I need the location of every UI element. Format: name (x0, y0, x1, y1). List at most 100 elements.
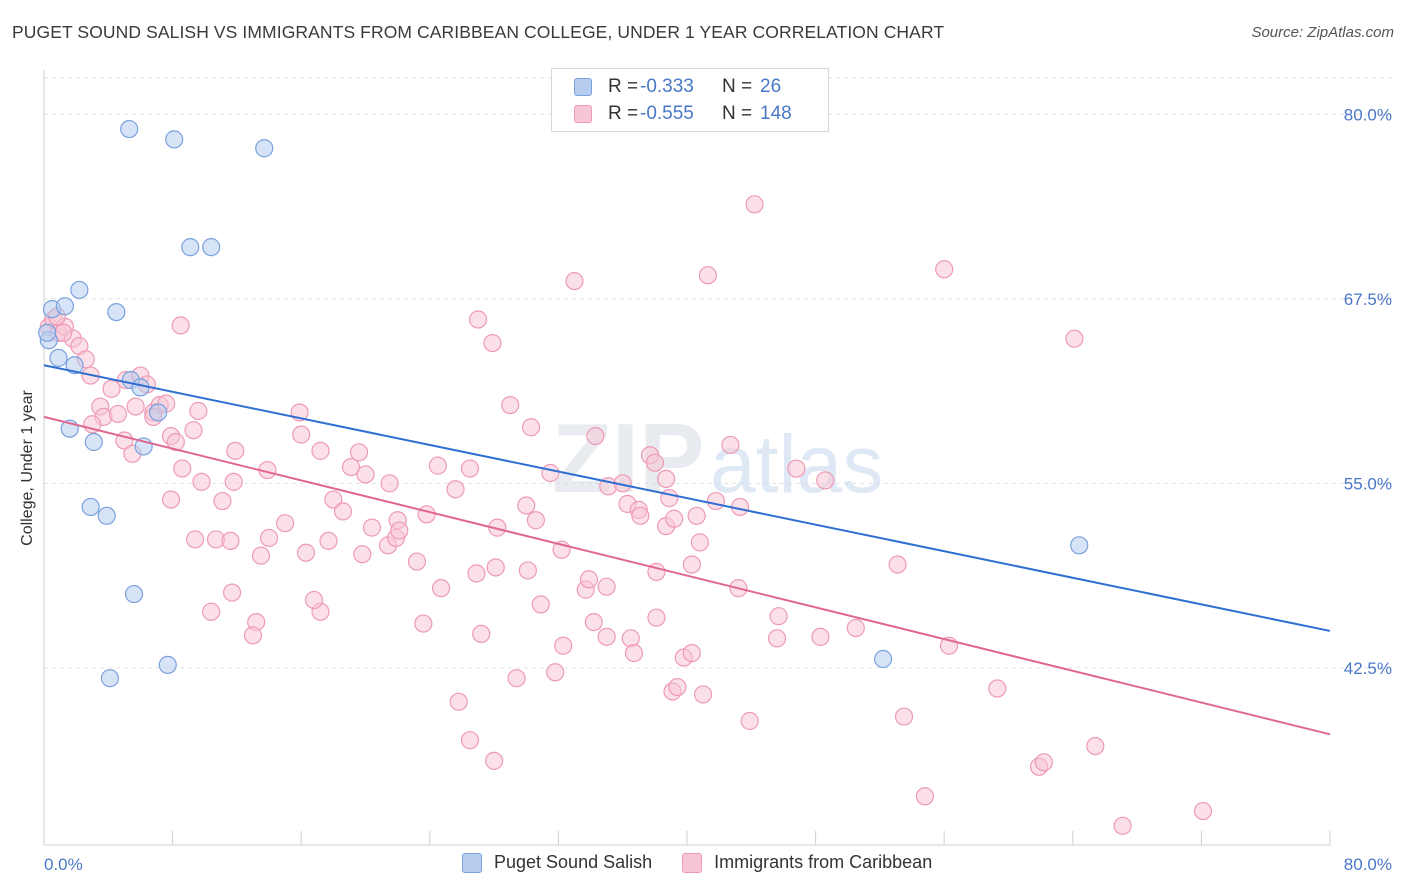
point-caribbean (407, 552, 427, 571)
tick-labels: 42.5% 55.0% 67.5% 80.0% 0.0% 80.0% (44, 105, 1392, 874)
point-puget (65, 356, 84, 375)
legend-row-caribbean: R = -0.555 N = 148 (574, 103, 792, 125)
point-caribbean (356, 465, 375, 484)
point-caribbean (526, 511, 545, 530)
point-caribbean (460, 459, 480, 478)
point-caribbean (518, 561, 537, 580)
y-tick-label: 42.5% (1344, 659, 1392, 678)
point-caribbean (645, 453, 664, 472)
point-puget (1070, 536, 1089, 555)
point-caribbean (769, 607, 788, 626)
legend-item-caribbean[interactable]: Immigrants from Caribbean (682, 852, 932, 873)
point-caribbean (202, 602, 221, 621)
point-caribbean (988, 679, 1007, 698)
point-caribbean (668, 677, 687, 697)
point-caribbean (460, 731, 480, 750)
point-caribbean (319, 531, 338, 551)
correlation-legend: R = -0.333 N = 26 R = -0.555 N = 148 (551, 68, 829, 132)
legend-swatch-blue (574, 78, 592, 96)
watermark-zip: ZIP (552, 403, 704, 513)
legend-label: Immigrants from Caribbean (714, 852, 933, 872)
point-caribbean (251, 546, 271, 565)
point-caribbean (362, 518, 382, 537)
point-caribbean (597, 627, 616, 646)
point-puget (158, 655, 177, 675)
point-caribbean (189, 401, 208, 421)
point-caribbean (102, 379, 121, 398)
point-caribbean (161, 490, 181, 509)
point-caribbean (1086, 736, 1105, 756)
point-caribbean (446, 480, 465, 499)
point-caribbean (166, 432, 185, 452)
point-puget (107, 302, 126, 322)
point-caribbean (624, 643, 644, 663)
point-caribbean (811, 627, 830, 646)
legend-n-value: 26 (760, 76, 782, 97)
point-caribbean (222, 583, 242, 602)
legend-label: Puget Sound Salish (494, 852, 653, 872)
point-caribbean (126, 397, 145, 416)
point-puget (70, 280, 89, 300)
point-caribbean (507, 669, 526, 688)
point-caribbean (292, 425, 311, 444)
point-caribbean (665, 509, 684, 528)
point-caribbean (483, 333, 502, 353)
point-caribbean (428, 456, 447, 475)
point-caribbean (767, 629, 787, 648)
source-credit: Source: ZipAtlas.com (1251, 24, 1394, 41)
legend-n-value: 148 (760, 103, 792, 124)
point-caribbean (1065, 329, 1084, 348)
point-caribbean (1113, 816, 1132, 835)
y-tick-label: 67.5% (1344, 290, 1392, 309)
trend-line-puget (43, 364, 1331, 632)
point-caribbean (690, 533, 709, 552)
point-caribbean (431, 579, 451, 598)
point-caribbean (894, 707, 914, 726)
point-puget (100, 669, 120, 688)
x-tick-label: 80.0% (1344, 855, 1392, 874)
point-caribbean (296, 543, 316, 562)
point-puget (38, 323, 57, 342)
point-caribbean (584, 612, 603, 632)
point-caribbean (349, 443, 369, 462)
point-puget (55, 297, 74, 316)
series-immigrants-caribbean (39, 195, 1213, 835)
series-puget-sound-salish (38, 119, 1089, 688)
legend-r-label: R = (608, 76, 639, 97)
point-caribbean (468, 310, 488, 329)
point-puget (124, 584, 144, 604)
point-puget (181, 238, 200, 257)
point-caribbean (888, 555, 907, 574)
point-caribbean (631, 506, 650, 525)
point-caribbean (467, 564, 486, 583)
legend-r-value: -0.555 (640, 103, 694, 124)
point-caribbean (565, 271, 584, 291)
point-caribbean (485, 751, 504, 770)
point-caribbean (846, 618, 865, 638)
point-caribbean (706, 491, 726, 511)
point-caribbean (579, 570, 599, 589)
point-caribbean (353, 545, 372, 564)
point-caribbean (745, 195, 764, 214)
point-caribbean (311, 441, 330, 460)
point-caribbean (380, 474, 399, 493)
point-caribbean (693, 685, 713, 704)
point-caribbean (259, 528, 279, 548)
point-caribbean (171, 316, 190, 335)
point-puget (874, 649, 893, 669)
trend-lines (43, 364, 1331, 736)
legend-row-puget: R = -0.333 N = 26 (574, 76, 781, 98)
point-caribbean (213, 491, 232, 511)
point-puget (84, 432, 103, 452)
point-puget (165, 130, 184, 149)
point-caribbean (417, 505, 436, 524)
legend-item-puget[interactable]: Puget Sound Salish (462, 852, 652, 873)
axes (43, 70, 1331, 846)
trend-line-caribbean (43, 415, 1331, 736)
point-caribbean (224, 472, 243, 491)
chart-title: PUGET SOUND SALISH VS IMMIGRANTS FROM CA… (12, 22, 945, 42)
y-tick-label: 55.0% (1344, 474, 1392, 493)
legend-swatch-pink (682, 852, 703, 873)
series-legend: Puget Sound Salish Immigrants from Carib… (462, 852, 962, 873)
